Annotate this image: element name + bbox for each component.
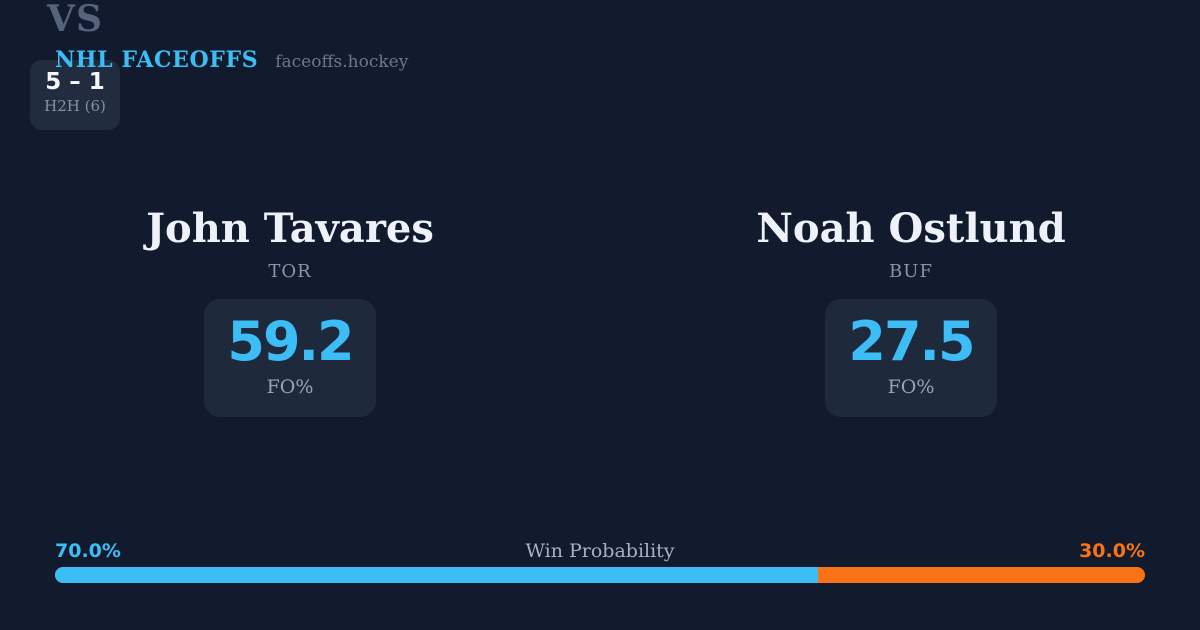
win-probability-labels: 70.0% Win Probability 30.0% — [55, 540, 1145, 562]
versus-column: VS 5 – 1 H2H (6) — [0, 0, 150, 130]
player-right-column: Noah Ostlund BUF 27.5 FO% — [731, 206, 1091, 417]
win-probability-bar-left-fill — [55, 567, 818, 583]
header: NHL FACEOFFS faceoffs.hockey — [55, 47, 408, 73]
h2h-record: 5 – 1 — [45, 68, 105, 95]
h2h-label: H2H (6) — [44, 97, 106, 116]
player-left-name: John Tavares — [146, 205, 434, 252]
player-left-stat-label: FO% — [266, 376, 314, 398]
player-right-stat-box: 27.5 FO% — [825, 299, 997, 417]
win-probability-title: Win Probability — [525, 540, 675, 562]
vs-label: VS — [47, 0, 103, 40]
win-probability-right-pct: 30.0% — [1079, 540, 1145, 562]
win-probability-bar — [55, 567, 1145, 583]
player-right-stat-value: 27.5 — [848, 310, 975, 373]
h2h-box: 5 – 1 H2H (6) — [30, 59, 120, 130]
player-left-stat-value: 59.2 — [227, 310, 354, 373]
win-probability-left-pct: 70.0% — [55, 540, 121, 562]
player-right-stat-label: FO% — [887, 376, 935, 398]
player-left-column: John Tavares TOR 59.2 FO% — [110, 206, 470, 417]
player-right-team: BUF — [889, 261, 933, 282]
brand-title: NHL FACEOFFS — [55, 47, 259, 73]
player-left-stat-box: 59.2 FO% — [204, 299, 376, 417]
player-left-team: TOR — [268, 261, 312, 282]
player-right-name: Noah Ostlund — [756, 205, 1066, 252]
site-url: faceoffs.hockey — [275, 52, 409, 72]
